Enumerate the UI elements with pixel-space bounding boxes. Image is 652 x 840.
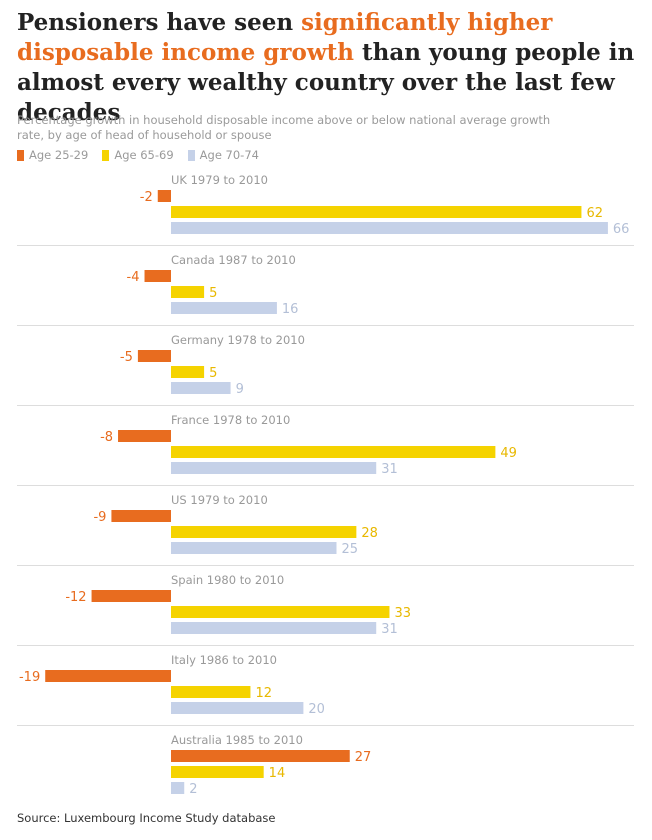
bar — [171, 446, 496, 458]
category-group: Germany 1978 to 2010 -5 5 9 — [17, 333, 634, 406]
bar — [171, 686, 251, 698]
data-label: 66 — [613, 222, 630, 237]
legend-swatch — [102, 149, 110, 161]
legend-item-age-25-29: Age 25-29 — [17, 148, 88, 162]
data-label: -9 — [93, 510, 106, 525]
bar — [171, 702, 304, 714]
data-label: 5 — [209, 366, 217, 381]
data-label: 9 — [236, 382, 244, 397]
data-label: 28 — [361, 526, 378, 541]
data-label: 12 — [255, 686, 272, 701]
category-group: France 1978 to 2010 -8 49 31 — [17, 413, 634, 486]
data-label: 33 — [394, 606, 411, 621]
bar — [171, 750, 350, 762]
title-text-end: than young people in almost every wealth… — [17, 39, 635, 126]
bar — [171, 462, 377, 474]
bar — [171, 222, 608, 234]
category-label: US 1979 to 2010 — [171, 493, 268, 507]
bar — [171, 766, 264, 778]
bar — [144, 270, 171, 282]
bar — [171, 782, 185, 794]
bar — [137, 350, 171, 362]
data-label: -19 — [19, 670, 40, 685]
bar — [171, 526, 357, 538]
title-highlight: significantly higher disposable income g… — [17, 9, 553, 66]
category-group: UK 1979 to 2010 -2 62 66 — [17, 173, 634, 246]
legend-item-age-70-74: Age 70-74 — [187, 148, 259, 162]
data-label: 14 — [269, 766, 286, 781]
legend: Age 25-29 Age 65-69 Age 70-74 — [17, 148, 259, 162]
bar — [111, 510, 171, 522]
category-group: Australia 1985 to 2010 27 14 2 — [171, 733, 371, 797]
bar — [171, 622, 377, 634]
category-label: Italy 1986 to 2010 — [171, 653, 277, 667]
data-label: -4 — [127, 270, 140, 285]
bar — [171, 366, 205, 378]
data-label: 16 — [282, 302, 299, 317]
data-label: 27 — [355, 750, 372, 765]
legend-swatch — [187, 149, 195, 161]
bar — [171, 302, 277, 314]
data-label: 31 — [381, 462, 398, 477]
bar — [171, 286, 205, 298]
chart-subtitle: Percentage growth in household disposabl… — [17, 113, 551, 142]
data-label: -2 — [140, 190, 153, 205]
bar — [171, 382, 231, 394]
legend-label: Age 70-74 — [199, 148, 259, 162]
data-label: 5 — [209, 286, 217, 301]
source-note: Source: Luxembourg Income Study database — [17, 811, 276, 825]
bar — [91, 590, 171, 602]
data-label: 20 — [308, 702, 325, 717]
category-label: UK 1979 to 2010 — [171, 173, 268, 187]
bar — [118, 430, 171, 442]
bar — [157, 190, 171, 202]
bar — [171, 206, 582, 218]
category-label: Australia 1985 to 2010 — [171, 733, 303, 747]
data-label: -12 — [65, 590, 86, 605]
category-label: Spain 1980 to 2010 — [171, 573, 284, 587]
category-label: France 1978 to 2010 — [171, 413, 290, 427]
data-label: 62 — [586, 206, 603, 221]
category-group: Italy 1986 to 2010 -19 12 20 — [17, 653, 634, 726]
category-group: Canada 1987 to 2010 -4 5 16 — [17, 253, 634, 326]
chart-title: Pensioners have seen significantly highe… — [17, 8, 642, 128]
data-label: 2 — [189, 782, 197, 797]
category-label: Canada 1987 to 2010 — [171, 253, 296, 267]
data-label: -8 — [100, 430, 113, 445]
data-label: 25 — [342, 542, 359, 557]
data-label: 31 — [381, 622, 398, 637]
data-label: 49 — [500, 446, 517, 461]
bar — [171, 542, 337, 554]
bar-chart: UK 1979 to 2010 -2 62 66 Canada 1987 to 2010… — [17, 173, 634, 797]
legend-item-age-65-69: Age 65-69 — [102, 148, 174, 162]
category-label: Germany 1978 to 2010 — [171, 333, 305, 347]
data-label: -5 — [120, 350, 133, 365]
bar — [45, 670, 171, 682]
title-text-start: Pensioners have seen — [17, 9, 302, 36]
bar — [171, 606, 390, 618]
legend-label: Age 65-69 — [114, 148, 174, 162]
legend-label: Age 25-29 — [29, 148, 89, 162]
legend-swatch — [17, 149, 24, 161]
